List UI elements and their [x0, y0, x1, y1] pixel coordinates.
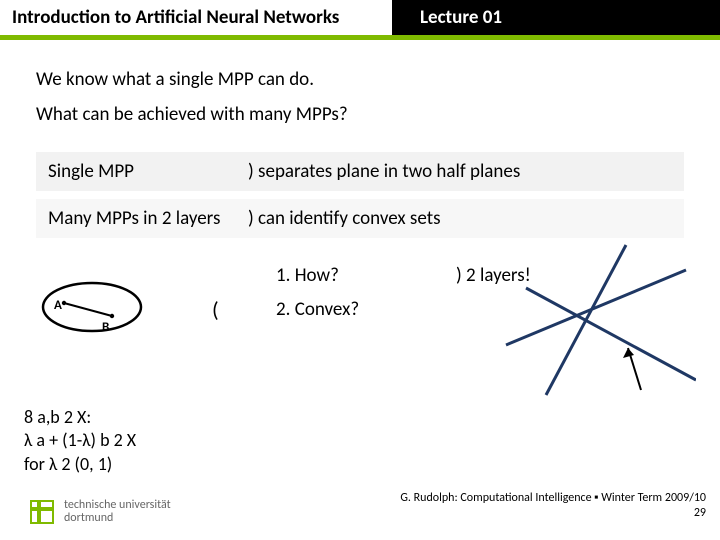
slide-content: We know what a single MPP can do. What c… — [0, 40, 720, 422]
paren-left: ( — [212, 296, 219, 323]
footer-page: 29 — [400, 506, 706, 522]
convex-definition: 8 a,b 2 X: λ a + (1-λ) b 2 X for λ 2 (0,… — [24, 406, 136, 476]
questions-area: A B ( 1. How? 2. Convex? ) 2 layers! — [36, 262, 684, 422]
arrow-head — [623, 348, 634, 358]
slide-footer: G. Rudolph: Computational Intelligence ▪… — [400, 491, 706, 522]
intro-line-1: We know what a single MPP can do. — [36, 68, 684, 91]
table-row: Single MPP ) separates plane in two half… — [36, 152, 684, 191]
formula-line-2: λ a + (1-λ) b 2 X — [24, 429, 136, 452]
tu-logo-icon — [28, 498, 56, 526]
logo-text: technische universität dortmund — [64, 499, 171, 525]
line-1 — [506, 270, 686, 345]
halfplanes-diagram — [496, 240, 696, 410]
question-1: 1. How? — [276, 264, 339, 287]
table-cell-right: ) can identify convex sets — [248, 207, 672, 230]
logo-line-2: dortmund — [64, 512, 171, 525]
formula-line-3: for λ 2 (0, 1) — [24, 453, 136, 476]
slide-title: Introduction to Artificial Neural Networ… — [0, 0, 392, 40]
tu-dortmund-logo: technische universität dortmund — [28, 498, 171, 526]
point-a-label: A — [54, 298, 62, 313]
table-cell-left: Many MPPs in 2 layers — [48, 207, 248, 230]
table-row: Many MPPs in 2 layers ) can identify con… — [36, 199, 684, 238]
slide-header: Introduction to Artificial Neural Networ… — [0, 0, 720, 40]
table-cell-left: Single MPP — [48, 160, 248, 183]
convex-set-ellipse: A B — [40, 280, 144, 334]
table-cell-right: ) separates plane in two half planes — [248, 160, 672, 183]
lecture-label: Lecture 01 — [392, 0, 720, 40]
capabilities-table: Single MPP ) separates plane in two half… — [36, 152, 684, 238]
footer-credit: G. Rudolph: Computational Intelligence ▪… — [400, 491, 706, 507]
intro-line-2: What can be achieved with many MPPs? — [36, 103, 684, 126]
point-b-label: B — [102, 320, 109, 335]
question-2: 2. Convex? — [276, 298, 359, 321]
formula-line-1: 8 a,b 2 X: — [24, 406, 136, 429]
